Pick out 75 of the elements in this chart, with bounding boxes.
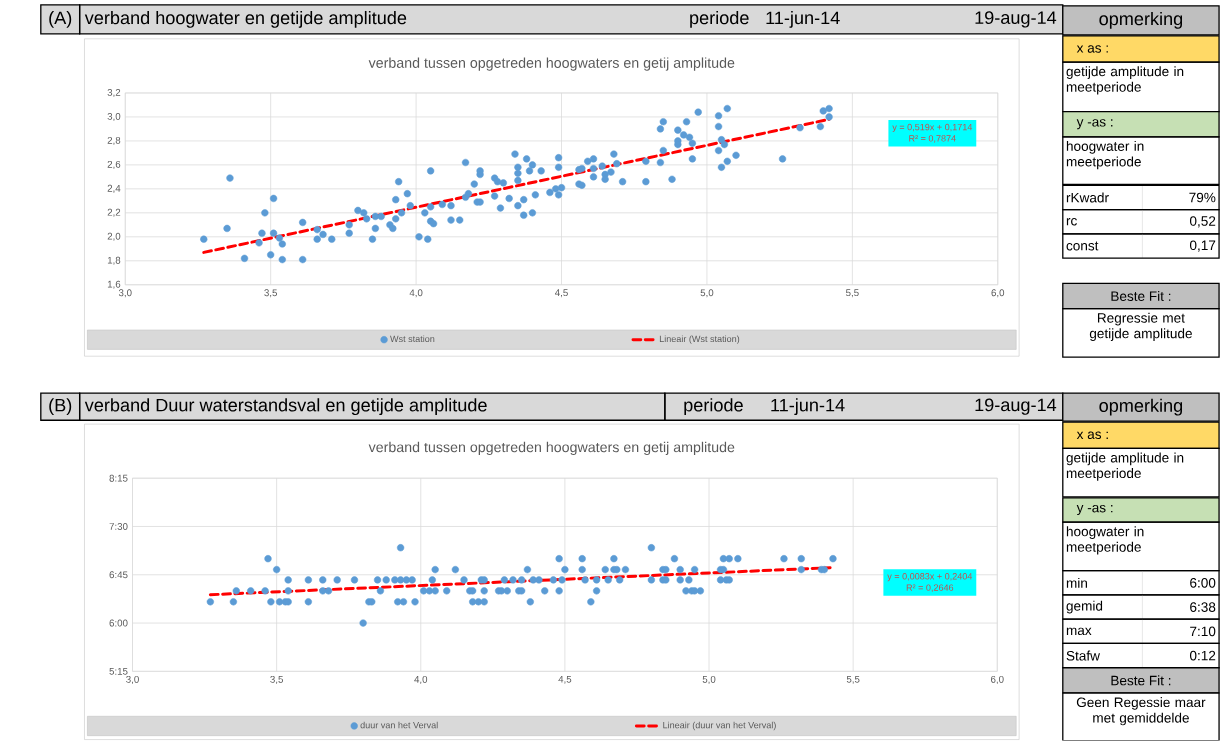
text: Geen Regessie maar met gemiddelde — [1076, 697, 1206, 726]
x-tick-label: 5,0 — [700, 289, 714, 298]
text: 11-jun-14 — [771, 398, 845, 416]
legend-label: duur van het Verval — [360, 721, 438, 729]
text: const — [1066, 241, 1099, 251]
text: 7:10 — [1190, 626, 1216, 637]
text: 19-aug-14 — [975, 398, 1057, 416]
text: 6:38 — [1190, 602, 1216, 613]
x-tick-label: 6,0 — [991, 676, 1004, 685]
y-tick-label: 2,0 — [107, 233, 121, 242]
chart-title: verband hoogwater en getijde amplitude — [84, 11, 407, 29]
y-tick-label: 2,8 — [107, 137, 121, 146]
text: y -as : — [1076, 119, 1113, 130]
x-tick-label: 4,5 — [554, 289, 568, 298]
chart-title: verband Duur waterstandsval en getijde amplitude — [84, 398, 487, 416]
y-tick-label: 3,0 — [107, 113, 121, 122]
y-tick-label: 2,4 — [107, 185, 121, 194]
y-tick-label: 7:30 — [109, 523, 128, 531]
text: (B) — [49, 398, 72, 416]
y-tick-label: 2,6 — [107, 161, 121, 170]
annotation: R² = 0,7874 — [909, 135, 956, 143]
annotation: y = 0,0083x + 0,2404 — [887, 573, 973, 582]
y-tick-label: 8:15 — [109, 474, 128, 482]
text: (A) — [49, 11, 72, 29]
legend-label: Wst station — [390, 335, 435, 343]
text: getijde amplitude in meetperiode — [1066, 452, 1184, 481]
text: max — [1066, 627, 1092, 636]
text: hoogwater in meetperiode — [1066, 526, 1144, 555]
chart-subtitle: verband tussen opgetreden hoogwaters en getij amplitude — [368, 57, 735, 71]
text: Regressie met getijde amplitude — [1089, 313, 1192, 342]
y-tick-label: 2,2 — [107, 209, 121, 218]
y-tick-label: 1,8 — [107, 257, 121, 266]
text: rc — [1066, 218, 1077, 226]
x-tick-label: 4,0 — [414, 676, 428, 685]
text: 79% — [1189, 192, 1216, 203]
text: x as : — [1076, 45, 1108, 53]
text: 0,52 — [1189, 216, 1216, 228]
text: min — [1066, 578, 1087, 588]
text: Beste Fit : — [1111, 675, 1171, 686]
text: Beste Fit : — [1111, 291, 1171, 302]
text: 19-aug-14 — [975, 11, 1057, 28]
annotation: y = 0,519x + 0,1714 — [892, 124, 973, 133]
text: hoogwater in meetperiode — [1066, 141, 1144, 170]
text: 11-jun-14 — [766, 11, 840, 29]
text: rKwadr — [1066, 192, 1109, 203]
legend-label: Lineair (duur van het Verval) — [663, 721, 776, 731]
text: y -as : — [1076, 505, 1113, 516]
text: getijde amplitude in meetperiode — [1066, 66, 1184, 95]
text: 0:12 — [1189, 651, 1216, 661]
x-tick-label: 5,5 — [846, 289, 859, 298]
y-tick-label: 5:15 — [109, 668, 128, 675]
text: periode — [690, 11, 749, 29]
text: x as : — [1076, 431, 1108, 440]
text: periode — [684, 398, 743, 416]
x-tick-label: 3,5 — [270, 676, 283, 685]
y-tick-label: 6:45 — [109, 571, 128, 579]
text: 0,17 — [1189, 240, 1216, 252]
chart-subtitle: verband tussen opgetreden hoogwaters en getij amplitude — [368, 441, 735, 456]
legend-label: Lineair (Wst station) — [659, 335, 740, 345]
text: Stafw — [1066, 650, 1100, 661]
x-tick-label: 5,0 — [702, 676, 716, 685]
x-tick-label: 4,0 — [409, 289, 423, 298]
annotation: R² = 0,2646 — [906, 584, 954, 593]
y-tick-label: 6:00 — [109, 619, 128, 627]
text: opmerking — [1099, 398, 1183, 416]
x-tick-label: 5,5 — [846, 676, 860, 685]
text: opmerking — [1099, 12, 1183, 30]
x-tick-label: 3,5 — [264, 289, 278, 298]
text: gemid — [1066, 600, 1103, 614]
text: 6:00 — [1190, 578, 1216, 588]
y-tick-label: 3,2 — [107, 89, 121, 98]
x-tick-label: 4,5 — [558, 676, 572, 685]
y-tick-label: 1,6 — [107, 280, 121, 289]
x-tick-label: 6,0 — [991, 289, 1005, 298]
x-tick-label: 3,0 — [126, 676, 139, 685]
